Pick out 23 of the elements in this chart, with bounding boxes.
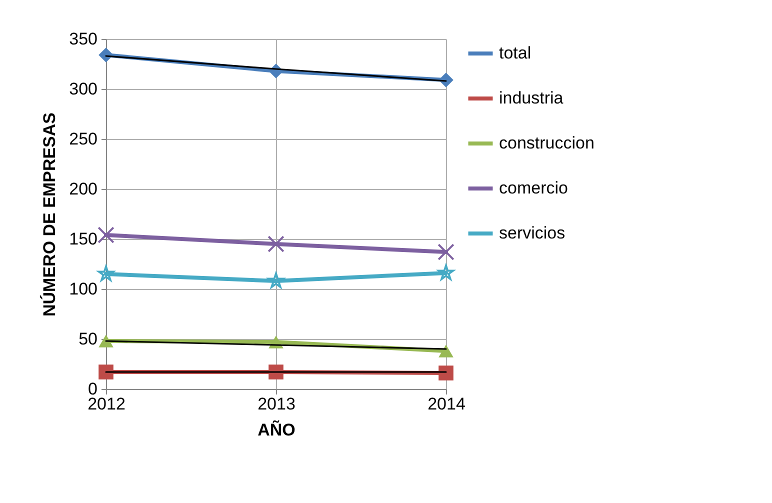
point bbox=[438, 244, 454, 260]
point bbox=[268, 236, 284, 252]
legend-label: comercio bbox=[499, 178, 568, 198]
legend-label: servicios bbox=[499, 224, 566, 242]
x-tick-label: 2014 bbox=[428, 394, 466, 414]
y-tick-label: 150 bbox=[69, 230, 98, 248]
point bbox=[98, 226, 114, 244]
y-tick-label: 250 bbox=[69, 130, 98, 148]
y-tick-label: 350 bbox=[69, 30, 98, 48]
point bbox=[438, 366, 454, 380]
point bbox=[98, 364, 114, 380]
x-tick-label: 2013 bbox=[258, 394, 296, 414]
legend-label: construccion bbox=[499, 134, 594, 152]
y-tick-label: 200 bbox=[69, 180, 98, 198]
y-tick-label: 300 bbox=[69, 80, 98, 98]
y-tick-label: 100 bbox=[69, 280, 98, 298]
y-axis-title: NÚMERO DE EMPRESAS bbox=[39, 112, 60, 317]
y-tick-label: 50 bbox=[78, 330, 98, 348]
legend-label: industria bbox=[499, 88, 564, 108]
point bbox=[98, 334, 114, 348]
x-axis-title: AÑO bbox=[258, 420, 296, 440]
point bbox=[438, 344, 454, 358]
legend-label: total bbox=[499, 44, 532, 62]
